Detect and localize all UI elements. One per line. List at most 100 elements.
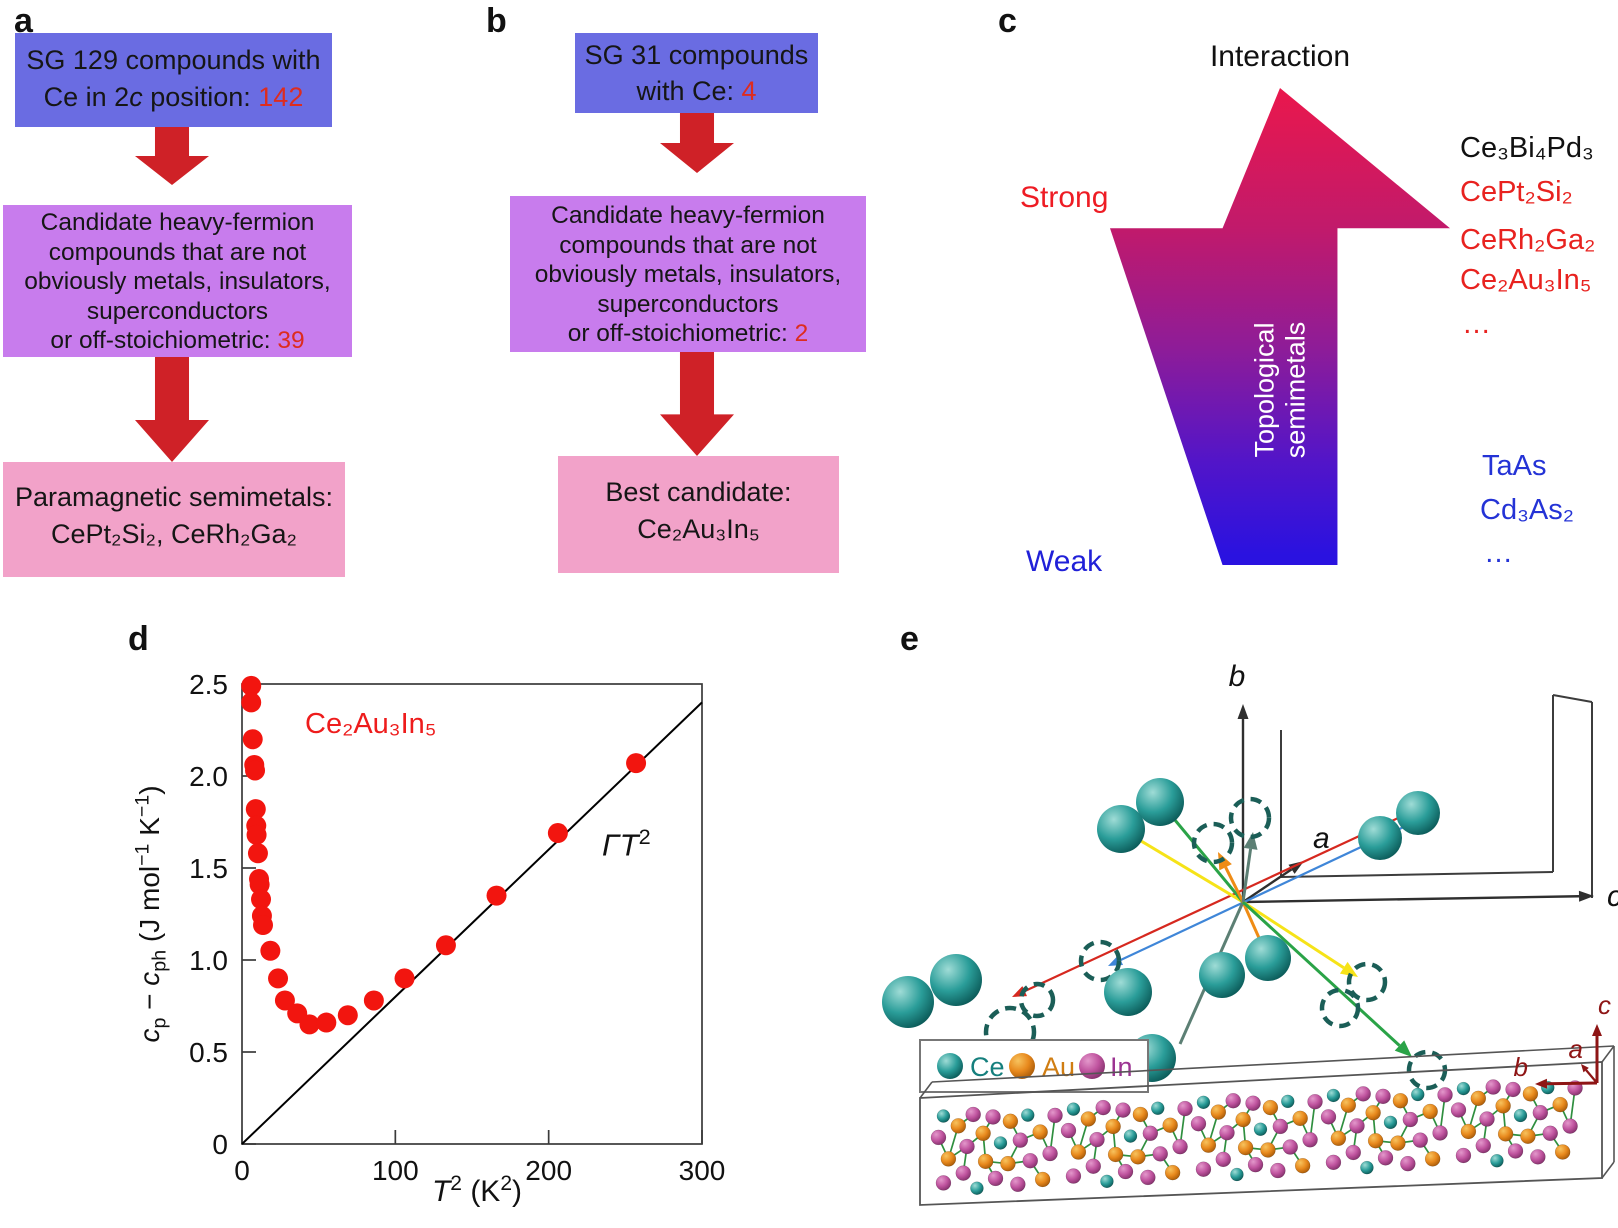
legend-sphere-In — [1079, 1053, 1105, 1079]
cell-atoms — [930, 1079, 1583, 1195]
cell-atom-in — [1345, 1144, 1362, 1161]
flow-b-filter-line3: obviously metals, insulators, — [534, 261, 842, 289]
cell-atom-in — [955, 1165, 972, 1181]
flow-a-arrow-2 — [135, 357, 209, 462]
cell-atom-in — [1172, 1138, 1188, 1155]
cell-atom-in — [1245, 1095, 1261, 1111]
mini-axis-a — [1585, 1069, 1598, 1084]
data-point — [251, 889, 272, 910]
cell-atom-au — [1294, 1157, 1311, 1174]
data-point — [246, 824, 267, 845]
ce-sphere — [1136, 778, 1184, 826]
cell-atom-au — [1132, 1106, 1149, 1123]
flow-b-arrow-2 — [660, 352, 734, 456]
cell-atom-ce — [1230, 1167, 1244, 1182]
cell-atom-in — [1355, 1086, 1371, 1102]
flow-a-filter-line2: compounds that are not — [48, 238, 307, 266]
cell-atom-in — [1375, 1088, 1391, 1105]
cell-atom-au — [1210, 1104, 1227, 1120]
cell-atom-ce — [1123, 1129, 1138, 1143]
cell-atom-in — [1247, 1156, 1264, 1173]
cell-atom-in — [1142, 1125, 1159, 1142]
axis-label-c: c — [1607, 880, 1618, 913]
x-tick-label: 0 — [234, 1155, 250, 1186]
mini-axis-label-c: c — [1598, 990, 1611, 1020]
data-point — [245, 799, 266, 820]
flow-b-filter-line5: or off-stoichiometric: 2 — [567, 320, 809, 348]
cell-atom-ce — [1253, 1122, 1268, 1136]
cell-atom-au — [1495, 1098, 1511, 1114]
legend: Ce Au In — [919, 1039, 1149, 1093]
ce-sphere — [1104, 968, 1152, 1016]
dashed-circle — [1346, 961, 1388, 1003]
cell-edge — [931, 1045, 1615, 1083]
heat-capacity-chart: 0 0.5 1.0 1.5 2.0 2.5 0 100 200 300 — [189, 669, 726, 1186]
data-point — [435, 935, 456, 956]
data-point — [486, 885, 507, 906]
bond-arrow-head — [1339, 961, 1358, 977]
cell-atom-in — [1325, 1154, 1342, 1171]
cell-atom-au — [1070, 1144, 1087, 1160]
cell-atom-in — [1219, 1125, 1235, 1141]
cell-atom-ce — [1490, 1153, 1504, 1168]
cell-atom-in — [1437, 1087, 1453, 1103]
cell-atom-ce — [1196, 1095, 1211, 1110]
ce-sphere — [1097, 805, 1145, 853]
cell-atom-au — [1107, 1146, 1124, 1163]
cell-atom-in — [987, 1170, 1004, 1187]
compound-item: TaAs — [1482, 450, 1547, 482]
data-point — [316, 1012, 337, 1033]
cell-atom-in — [985, 1109, 1001, 1125]
scatter-points — [241, 675, 647, 1035]
cell-atom-au — [1235, 1111, 1251, 1128]
cell-atom-in — [1215, 1151, 1232, 1168]
cell-atom-au — [1522, 1086, 1539, 1102]
cell-atom-in — [1012, 1132, 1029, 1148]
flow-a-source-box: SG 129 compounds with Ce in 2c position:… — [15, 33, 332, 127]
panel-label-a: a — [14, 2, 33, 40]
cell-atom-ce — [1326, 1088, 1341, 1103]
cell-atom-in — [1140, 1169, 1156, 1186]
strong-label: Strong — [1020, 181, 1109, 214]
y-tick-label: 2.0 — [189, 761, 228, 792]
cell-atom-au — [1000, 1155, 1016, 1172]
cell-atom-in — [1432, 1125, 1448, 1141]
panel-label-e: e — [900, 620, 919, 658]
cell-atom-in — [1542, 1125, 1558, 1142]
data-point — [247, 843, 268, 864]
x-tick-label: 200 — [525, 1155, 572, 1186]
cell-atom-au — [1470, 1090, 1487, 1107]
data-point — [394, 968, 415, 989]
data-point — [274, 990, 295, 1011]
dashed-circle — [1078, 939, 1122, 983]
cell-atom-au — [1390, 1135, 1406, 1151]
crystal-structure-diagram: bacCeAuIncba — [882, 660, 1618, 1206]
cell-atom-au — [1002, 1113, 1019, 1130]
cell-atom-au — [975, 1125, 991, 1142]
cell-atom-au — [1034, 1171, 1051, 1188]
crystal-axes: b a c — [1229, 660, 1618, 913]
cell-atom-au — [1392, 1092, 1409, 1109]
ce-sphere — [882, 976, 934, 1028]
cell-atom-au — [1080, 1111, 1097, 1127]
mini-axis-label-a: a — [1569, 1034, 1583, 1064]
cell-atom-in — [1115, 1102, 1131, 1118]
flow-b-filter-line1: Candidate heavy-fermion — [551, 202, 825, 229]
data-point — [245, 760, 266, 781]
cell-atom-in — [1085, 1158, 1102, 1174]
flow-b-filter-box: Candidate heavy-fermion compounds that a… — [510, 196, 866, 352]
compound-item: Cd₃As₂ — [1480, 494, 1574, 526]
cell-atom-in — [1117, 1163, 1134, 1180]
cell-atom-in — [1042, 1145, 1058, 1162]
cell-atom-au — [1554, 1144, 1571, 1160]
flow-a-source-line1: SG 129 compounds with — [26, 45, 321, 75]
cell-atom-in — [959, 1138, 975, 1155]
flow-b-filter-line2: compounds that are not — [559, 231, 817, 259]
x-tick-label: 300 — [679, 1155, 726, 1186]
cell-atom-in — [1095, 1099, 1111, 1116]
x-axis-title: T2 (K2) — [431, 1172, 523, 1208]
flow-b-filter-line4: superconductors — [597, 290, 779, 318]
flow-a-result-line1: Paramagnetic semimetals: — [14, 482, 334, 512]
cell-atom-in — [1060, 1122, 1077, 1139]
dashed-circle — [1018, 981, 1056, 1019]
